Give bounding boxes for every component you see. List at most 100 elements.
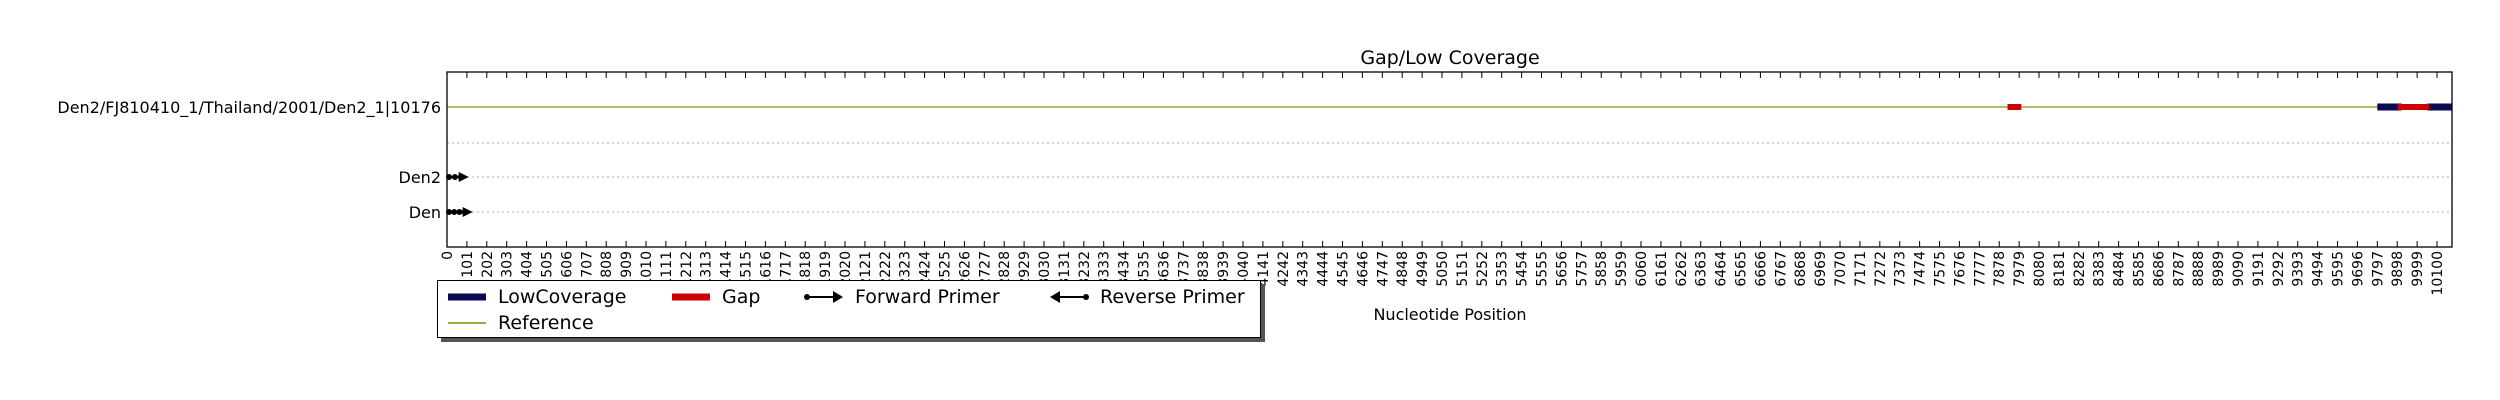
x-tick-label: 505 [540,251,556,278]
x-tick-label: 6464 [1714,251,1730,287]
x-tick-label: 4242 [1276,251,1292,287]
x-tick-label: 4141 [1256,251,1272,287]
x-tick-label: 8686 [2151,251,2167,287]
x-tick-label: 8484 [2112,251,2128,287]
x-tick-label: 1313 [699,251,715,287]
x-tick-label: 7272 [1873,251,1889,287]
x-tick-label: 9898 [2390,251,2406,287]
x-tick-label: 9999 [2410,251,2426,287]
x-tick-label: 2020 [838,251,854,287]
legend-label: Reference [498,312,594,334]
x-tick-label: 5858 [1594,251,1610,287]
legend: LowCoverage Gap Forward Primer Reverse P… [437,280,1261,338]
x-tick-label: 2828 [997,251,1013,287]
x-tick-label: 9696 [2350,251,2366,287]
x-tick-label: 8787 [2171,251,2187,287]
x-tick-label: 6363 [1694,251,1710,287]
x-tick-label: 1111 [659,251,675,287]
x-tick-label: 4040 [1236,251,1252,287]
row-label: Den [409,203,441,222]
x-tick-label: 9191 [2251,251,2267,287]
x-tick-label: 5959 [1614,251,1630,287]
x-tick-label: 5555 [1535,251,1551,287]
x-tick-label: 4343 [1296,251,1312,287]
x-tick-label: 10100 [2430,251,2446,296]
x-tick-label: 7171 [1853,251,1869,287]
x-tick-label: 6060 [1634,251,1650,287]
x-tick-label: 5454 [1515,251,1531,287]
x-tick-label: 909 [619,251,635,278]
x-tick-label: 3737 [1176,251,1192,287]
x-tick-label: 3232 [1077,251,1093,287]
x-tick-label: 7878 [1992,251,2008,287]
x-tick-label: 8282 [2072,251,2088,287]
x-tick-label: 8989 [2211,251,2227,287]
x-tick-label: 8080 [2032,251,2048,287]
legend-swatch-reference [448,322,486,324]
x-tick-label: 5050 [1435,251,1451,287]
x-tick-label: 6969 [1813,251,1829,287]
x-tick-label: 6666 [1753,251,1769,287]
x-tick-label: 101 [460,251,476,278]
x-tick-label: 2424 [918,251,934,287]
x-tick-label: 5353 [1495,251,1511,287]
x-tick-label: 4848 [1395,251,1411,287]
x-tick-label: 6565 [1734,251,1750,287]
x-tick-label: 2929 [1017,251,1033,287]
x-tick-label: 8888 [2191,251,2207,287]
x-tick-label: 9292 [2271,251,2287,287]
x-ticks: 0 101 202 303 404 505 606 707 808 909 1010 1111 1212… [440,72,2446,296]
x-tick-label: 2727 [977,251,993,287]
x-tick-label: 4444 [1316,251,1332,287]
arrow-left-icon [1050,291,1089,303]
x-tick-label: 1212 [679,251,695,287]
x-tick-label: 3939 [1216,251,1232,287]
x-tick-label: 4646 [1355,251,1371,287]
x-tick-label: 303 [500,251,516,278]
arrow-right-icon [804,291,843,303]
x-tick-label: 9595 [2331,251,2347,287]
x-tick-label: 6262 [1674,251,1690,287]
x-tick-label: 707 [579,251,595,278]
x-tick-label: 3636 [1156,251,1172,287]
x-tick-label: 3030 [1037,251,1053,287]
x-tick-label: 3131 [1057,251,1073,287]
x-tick-label: 3434 [1117,251,1133,287]
y-tick-labels: Den2/FJ810410_1/Thailand/2001/Den2_1|101… [57,98,441,222]
x-tick-label: 4545 [1336,251,1352,287]
legend-label: LowCoverage [498,286,627,308]
x-tick-label: 1616 [758,251,774,287]
x-tick-label: 2222 [878,251,894,287]
x-tick-label: 9494 [2311,251,2327,287]
x-tick-label: 7575 [1933,251,1949,287]
series-layer [446,103,2452,217]
x-tick-label: 1414 [719,251,735,287]
legend-swatch-gap [672,293,710,301]
x-tick-label: 808 [599,251,615,278]
x-tick-label: 9393 [2291,251,2307,287]
x-tick-label: 1919 [818,251,834,287]
x-tick-label: 1515 [739,251,755,287]
x-tick-label: 7070 [1833,251,1849,287]
x-tick-label: 8181 [2052,251,2068,287]
x-tick-label: 404 [520,251,536,278]
x-tick-label: 2525 [938,251,954,287]
x-tick-label: 4747 [1375,251,1391,287]
forward-primer-arrowhead [462,207,473,217]
x-tick-label: 5656 [1554,251,1570,287]
x-tick-label: 5757 [1574,251,1590,287]
x-tick-label: 2323 [898,251,914,287]
x-tick-label: 6161 [1654,251,1670,287]
x-tick-label: 9797 [2370,251,2386,287]
legend-label: Forward Primer [855,286,1000,308]
forward-primer-point [451,174,458,180]
x-tick-label: 9090 [2231,251,2247,287]
forward-primer-point [456,209,463,215]
x-tick-label: 0 [440,251,456,260]
plot-frame [446,71,2453,248]
x-tick-label: 8585 [2132,251,2148,287]
x-tick-label: 5151 [1455,251,1471,287]
x-tick-label: 1010 [639,251,655,287]
x-tick-label: 7777 [1972,251,1988,287]
